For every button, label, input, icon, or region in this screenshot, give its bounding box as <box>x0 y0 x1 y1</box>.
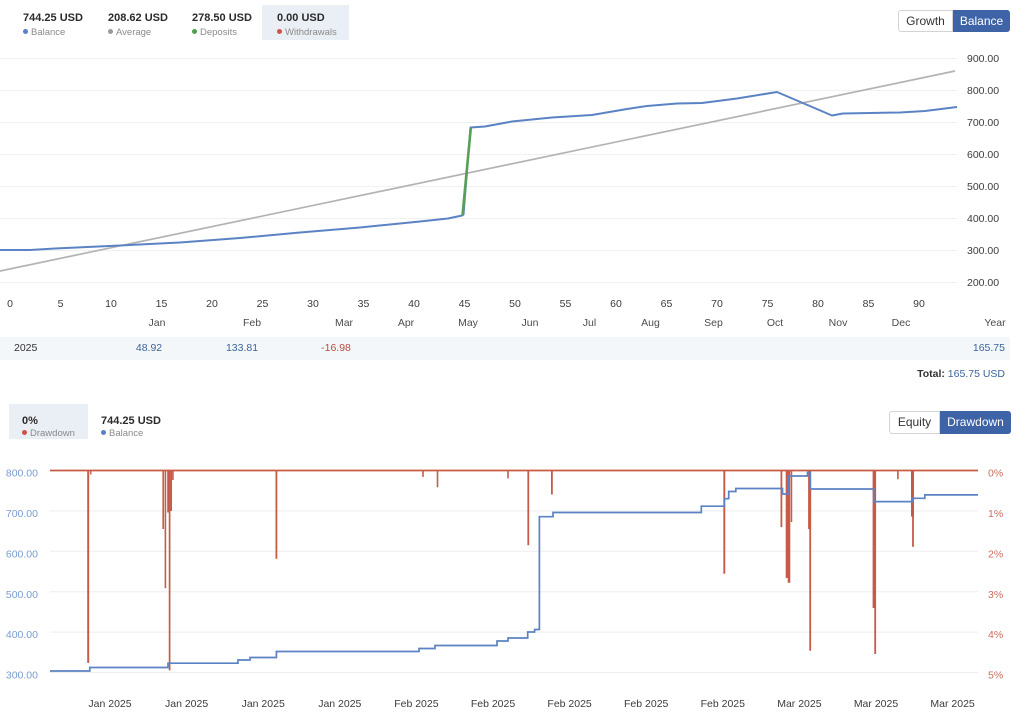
svg-text:0%: 0% <box>988 468 1003 480</box>
svg-text:Feb: Feb <box>243 317 261 329</box>
svg-text:Aug: Aug <box>641 317 660 329</box>
svg-text:5: 5 <box>58 298 64 310</box>
svg-text:55: 55 <box>560 298 572 310</box>
svg-text:70: 70 <box>711 298 723 310</box>
svg-text:500.00: 500.00 <box>6 589 38 601</box>
svg-text:1%: 1% <box>988 508 1003 520</box>
svg-text:Feb 2025: Feb 2025 <box>547 698 592 710</box>
svg-text:35: 35 <box>358 298 370 310</box>
svg-text:40: 40 <box>408 298 420 310</box>
svg-text:Jan 2025: Jan 2025 <box>318 698 361 710</box>
svg-text:Apr: Apr <box>398 317 415 329</box>
svg-text:10: 10 <box>105 298 117 310</box>
svg-text:Year: Year <box>984 317 1006 329</box>
svg-text:Feb 2025: Feb 2025 <box>471 698 516 710</box>
svg-text:Jun: Jun <box>522 317 539 329</box>
svg-text:May: May <box>458 317 479 329</box>
svg-text:Feb 2025: Feb 2025 <box>394 698 439 710</box>
svg-text:80: 80 <box>812 298 824 310</box>
svg-text:2%: 2% <box>988 548 1003 560</box>
svg-text:800.00: 800.00 <box>967 85 999 97</box>
svg-text:25: 25 <box>257 298 269 310</box>
svg-text:800.00: 800.00 <box>6 468 38 480</box>
svg-text:Mar 2025: Mar 2025 <box>854 698 899 710</box>
svg-text:60: 60 <box>610 298 622 310</box>
svg-text:90: 90 <box>913 298 925 310</box>
svg-text:50: 50 <box>509 298 521 310</box>
svg-text:300.00: 300.00 <box>6 670 38 682</box>
svg-text:600.00: 600.00 <box>6 548 38 560</box>
svg-text:400.00: 400.00 <box>967 213 999 225</box>
svg-text:Oct: Oct <box>767 317 783 329</box>
svg-text:30: 30 <box>307 298 319 310</box>
svg-text:Sep: Sep <box>704 317 723 329</box>
svg-text:Jul: Jul <box>583 317 596 329</box>
svg-text:400.00: 400.00 <box>6 629 38 641</box>
svg-text:Jan 2025: Jan 2025 <box>242 698 285 710</box>
svg-text:Jan 2025: Jan 2025 <box>165 698 208 710</box>
svg-text:700.00: 700.00 <box>6 508 38 520</box>
svg-text:85: 85 <box>863 298 875 310</box>
svg-text:15: 15 <box>156 298 168 310</box>
svg-text:700.00: 700.00 <box>967 117 999 129</box>
svg-text:3%: 3% <box>988 589 1003 601</box>
svg-text:600.00: 600.00 <box>967 149 999 161</box>
svg-text:Mar: Mar <box>335 317 354 329</box>
svg-text:Mar 2025: Mar 2025 <box>930 698 975 710</box>
svg-text:65: 65 <box>661 298 673 310</box>
svg-text:Jan 2025: Jan 2025 <box>88 698 131 710</box>
svg-text:300.00: 300.00 <box>967 245 999 257</box>
svg-text:Feb 2025: Feb 2025 <box>701 698 746 710</box>
svg-text:900.00: 900.00 <box>967 53 999 65</box>
svg-text:45: 45 <box>459 298 471 310</box>
svg-text:5%: 5% <box>988 670 1003 682</box>
svg-text:20: 20 <box>206 298 218 310</box>
svg-text:Nov: Nov <box>829 317 848 329</box>
svg-text:75: 75 <box>762 298 774 310</box>
svg-text:Jan: Jan <box>149 317 166 329</box>
svg-text:200.00: 200.00 <box>967 277 999 289</box>
svg-text:0: 0 <box>7 298 13 310</box>
svg-text:Feb 2025: Feb 2025 <box>624 698 669 710</box>
svg-text:4%: 4% <box>988 629 1003 641</box>
svg-text:Mar 2025: Mar 2025 <box>777 698 822 710</box>
svg-text:Dec: Dec <box>892 317 911 329</box>
svg-text:500.00: 500.00 <box>967 181 999 193</box>
